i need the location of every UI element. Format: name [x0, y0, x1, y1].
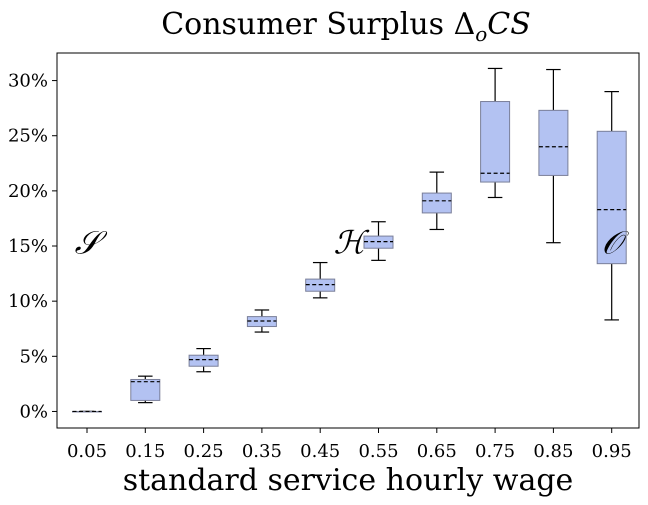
- chart-title: Consumer Surplus ΔoCS: [161, 7, 531, 46]
- box-0.45: [305, 261, 336, 299]
- x-tick-label: 0.85: [533, 441, 573, 462]
- annotation-0: 𝒮: [75, 224, 108, 262]
- y-axis: 0% 5% 10% 15% 20% 25% 30%: [8, 71, 57, 422]
- title-suffix: CS: [487, 7, 531, 42]
- title-prefix: Consumer Surplus Δ: [161, 7, 475, 42]
- x-tick-label: 0.55: [358, 441, 398, 462]
- y-tick-label: 25%: [8, 126, 48, 147]
- iqr-box: [188, 354, 219, 367]
- box-0.55: [363, 221, 394, 261]
- iqr-box: [538, 109, 569, 176]
- box-0.65: [421, 171, 452, 231]
- x-tick-label: 0.35: [242, 441, 282, 462]
- x-tick-label: 0.65: [417, 441, 457, 462]
- y-tick-label: 10%: [8, 291, 48, 312]
- annotation-1: ℋ: [334, 224, 370, 262]
- y-tick-label: 0%: [19, 401, 48, 422]
- iqr-box: [596, 130, 627, 265]
- box-0.95: [596, 91, 627, 321]
- box-0.15: [130, 375, 161, 404]
- x-tick-label: 0.45: [300, 441, 340, 462]
- x-axis: 0.05 0.15 0.25 0.35 0.45 0.55 0.65 0.75 0.85 0.95: [67, 428, 632, 462]
- box-0.85: [538, 68, 569, 244]
- box-0.35: [246, 309, 277, 333]
- y-tick-label: 20%: [8, 181, 48, 202]
- x-tick-label: 0.95: [592, 441, 632, 462]
- box-0.05: [72, 410, 102, 413]
- y-tick-label: 30%: [8, 71, 48, 92]
- y-tick-label: 15%: [8, 236, 48, 257]
- plot-area: [56, 52, 640, 429]
- x-tick-label: 0.15: [125, 441, 165, 462]
- x-axis-label: standard service hourly wage: [123, 463, 574, 498]
- x-tick-label: 0.05: [67, 441, 107, 462]
- y-tick-label: 5%: [19, 346, 48, 367]
- title-subscript: o: [475, 22, 487, 46]
- x-tick-label: 0.75: [475, 441, 515, 462]
- boxes-layer: [72, 67, 627, 413]
- iqr-box: [480, 101, 511, 183]
- x-tick-label: 0.25: [184, 441, 224, 462]
- iqr-box: [130, 378, 161, 401]
- box-0.75: [480, 67, 511, 199]
- iqr-box: [421, 192, 452, 214]
- box-0.25: [188, 347, 219, 373]
